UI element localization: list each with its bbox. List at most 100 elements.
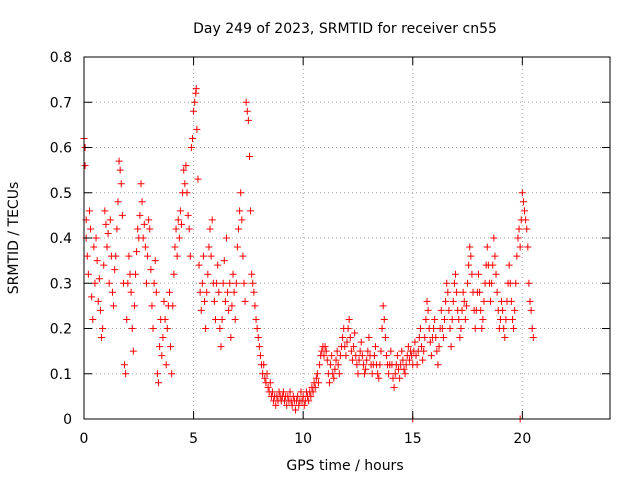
data-point bbox=[458, 306, 466, 314]
data-point bbox=[393, 352, 401, 360]
data-point bbox=[518, 189, 526, 197]
data-point bbox=[445, 306, 453, 314]
data-point bbox=[493, 288, 501, 296]
data-point bbox=[449, 297, 457, 305]
data-point bbox=[325, 379, 333, 387]
data-point bbox=[351, 329, 359, 337]
data-point bbox=[490, 234, 498, 242]
data-point bbox=[195, 261, 203, 269]
data-point bbox=[210, 297, 218, 305]
data-point bbox=[201, 297, 209, 305]
data-point bbox=[309, 388, 317, 396]
data-point bbox=[242, 98, 250, 106]
data-point bbox=[152, 288, 160, 296]
data-point bbox=[359, 361, 367, 369]
data-point bbox=[307, 392, 315, 400]
data-point bbox=[313, 370, 321, 378]
data-point bbox=[162, 361, 170, 369]
data-point bbox=[105, 279, 113, 287]
data-point bbox=[331, 365, 339, 373]
data-point bbox=[227, 334, 235, 342]
data-point bbox=[471, 325, 479, 332]
data-point bbox=[85, 207, 93, 215]
data-point bbox=[173, 252, 181, 260]
data-point bbox=[110, 302, 118, 310]
data-point bbox=[375, 374, 383, 382]
data-point bbox=[441, 315, 449, 323]
data-point bbox=[102, 220, 110, 228]
data-point bbox=[136, 211, 144, 219]
data-point bbox=[467, 252, 475, 260]
data-point bbox=[172, 225, 180, 233]
data-point bbox=[515, 225, 523, 233]
y-tick-label: 0.6 bbox=[50, 141, 72, 157]
data-point bbox=[188, 134, 196, 142]
data-point bbox=[113, 225, 121, 233]
data-point bbox=[203, 288, 211, 296]
data-point bbox=[141, 243, 149, 251]
data-point bbox=[111, 266, 119, 274]
data-point bbox=[438, 325, 446, 332]
data-point bbox=[168, 370, 176, 378]
data-point bbox=[402, 361, 410, 369]
data-point bbox=[260, 361, 268, 369]
data-point bbox=[125, 252, 133, 260]
data-point bbox=[250, 288, 258, 296]
data-point bbox=[476, 288, 484, 296]
data-point bbox=[435, 343, 443, 351]
data-point bbox=[335, 370, 343, 378]
data-point bbox=[316, 361, 324, 369]
data-point bbox=[122, 370, 130, 378]
data-point bbox=[205, 243, 213, 251]
x-tick-label: 10 bbox=[294, 431, 312, 447]
data-point bbox=[465, 261, 473, 269]
data-point bbox=[88, 293, 96, 301]
data-point bbox=[529, 334, 537, 342]
data-point bbox=[348, 356, 356, 364]
data-point bbox=[94, 297, 102, 305]
data-point bbox=[104, 229, 112, 237]
data-point bbox=[450, 279, 458, 287]
data-point bbox=[500, 325, 508, 332]
data-point bbox=[198, 279, 206, 287]
data-point bbox=[103, 243, 111, 251]
data-point bbox=[364, 347, 372, 355]
data-point bbox=[365, 334, 373, 342]
data-point bbox=[185, 225, 193, 233]
data-point bbox=[513, 252, 521, 260]
data-point bbox=[424, 306, 432, 314]
data-point bbox=[137, 180, 145, 188]
data-point bbox=[134, 225, 142, 233]
y-tick-label: 0.5 bbox=[50, 186, 72, 202]
data-point bbox=[261, 374, 269, 382]
data-point bbox=[175, 234, 183, 242]
data-point bbox=[199, 252, 207, 260]
data-point bbox=[207, 252, 215, 260]
data-point bbox=[241, 297, 249, 305]
data-point bbox=[323, 356, 331, 364]
data-point bbox=[521, 207, 529, 215]
data-point bbox=[315, 379, 323, 387]
data-point bbox=[170, 270, 178, 278]
data-point bbox=[153, 370, 161, 378]
data-point bbox=[390, 383, 398, 391]
data-point bbox=[355, 356, 363, 364]
data-point bbox=[400, 365, 408, 373]
data-point bbox=[212, 315, 219, 323]
data-point bbox=[255, 343, 263, 351]
data-point bbox=[416, 325, 424, 332]
x-tick-label: 20 bbox=[513, 431, 531, 447]
data-point bbox=[456, 334, 464, 342]
data-point bbox=[256, 352, 264, 360]
data-point bbox=[244, 116, 252, 124]
data-point bbox=[437, 306, 445, 314]
data-point bbox=[81, 162, 89, 170]
data-point bbox=[184, 211, 192, 219]
data-point bbox=[229, 270, 237, 278]
data-point bbox=[266, 379, 274, 387]
data-point bbox=[192, 85, 200, 93]
data-point bbox=[401, 370, 409, 378]
data-point bbox=[502, 315, 510, 323]
data-point bbox=[525, 279, 533, 287]
data-point bbox=[527, 306, 535, 314]
